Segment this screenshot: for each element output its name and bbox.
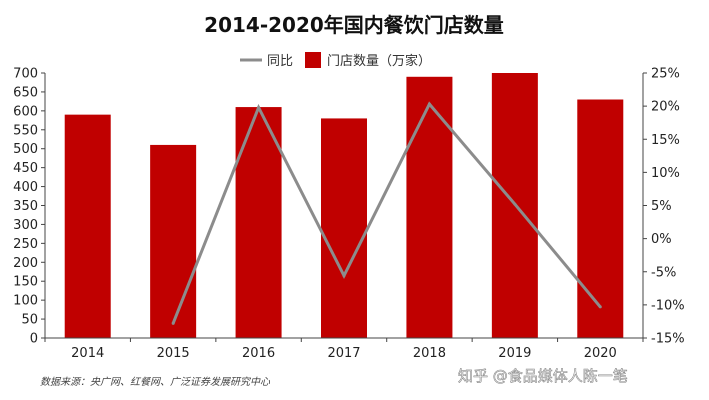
bar-2014 [64,114,111,339]
yoy-point [342,274,346,278]
right-tick-label: 5% [651,199,672,214]
left-tick-label: 150 [13,275,38,290]
yoy-point [257,105,261,109]
left-tick-label: 100 [13,294,38,309]
line-series [171,101,602,325]
x-tick-label: 2019 [498,346,531,361]
right-tick-label: 20% [651,100,680,115]
right-axis: -15% -10% -5% 0% 5% 10% 15% 20% 25% [642,67,685,347]
x-tick-label: 2016 [242,346,275,361]
x-tick-label: 2018 [413,346,446,361]
left-tick-label: 250 [13,237,38,252]
right-tick-label: 10% [651,166,680,181]
left-tick-label: 500 [13,142,38,157]
yoy-line [171,101,602,324]
x-tick-label: 2020 [584,346,617,361]
left-tick-label: 300 [13,218,38,233]
legend-label-line: 同比 [267,54,293,69]
chart-title: 2014-2020年国内餐饮门店数量 [204,13,504,37]
legend-label-bar: 门店数量（万家） [327,53,431,69]
bar-series [64,73,624,339]
bar-2018 [406,76,453,339]
x-tick-label: 2014 [71,346,104,361]
source-note: 数据来源：央广网、红餐网、广泛证券发展研究中心 [40,376,271,388]
bar-2020 [577,99,624,338]
bar-2017 [321,118,367,338]
bar-2015 [150,144,197,338]
yoy-point [513,202,517,206]
x-tick-label: 2015 [157,346,190,361]
left-tick-label: 650 [13,85,38,100]
watermark: 知乎 @食品媒体人陈一笔 [458,367,628,385]
left-tick-label: 550 [13,123,38,138]
left-tick-label: 700 [13,67,38,82]
yoy-point [171,321,175,325]
left-axis: 0 50 100 150 200 250 300 350 400 450 500 550 600 650 7… [13,67,46,347]
left-tick-label: 50 [21,313,38,328]
x-tick-label: 2017 [327,346,360,361]
left-tick-label: 600 [13,104,38,119]
yoy-point [598,305,602,309]
legend: 同比 门店数量（万家） [240,52,431,69]
left-tick-label: 200 [13,256,38,271]
right-tick-label: -10% [651,298,685,313]
yoy-point [427,102,431,106]
right-tick-label: -15% [651,332,685,347]
right-tick-label: 15% [651,133,680,148]
x-axis: 2014 2015 2016 2017 2018 2019 2020 [44,337,644,361]
left-tick-label: 400 [13,180,38,195]
left-tick-label: 450 [13,161,38,176]
right-tick-label: -5% [651,265,676,280]
left-tick-label: 350 [13,199,38,214]
right-tick-label: 0% [651,232,672,247]
left-tick-label: 0 [30,332,38,347]
legend-bar-swatch [305,52,321,68]
right-tick-label: 25% [651,67,680,82]
